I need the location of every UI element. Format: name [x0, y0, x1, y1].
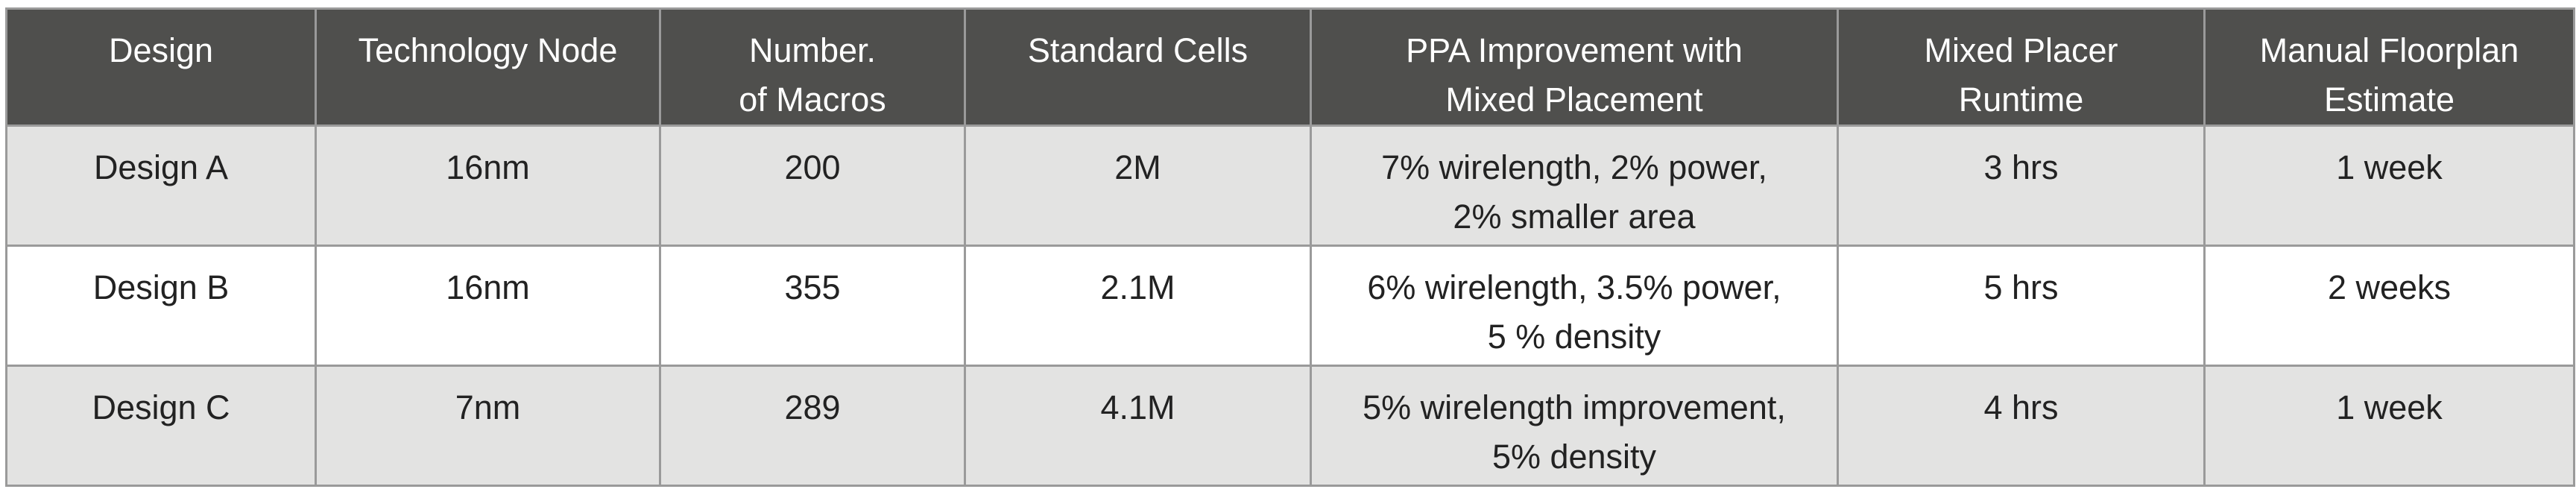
cell-standard-cells: 2.1M: [964, 245, 1312, 367]
cell-ppa-improvement: 5% wirelength improvement, 5% density: [1310, 365, 1839, 487]
cell-design: Design B: [5, 245, 317, 367]
cell-text-line: 2 weeks: [2327, 268, 2452, 306]
cell-text-line: Mixed Placement: [1445, 81, 1703, 119]
cell-text-line: 16nm: [446, 268, 530, 306]
cell-text-line: 3 hrs: [1983, 148, 2059, 186]
column-header-standard-cells: Standard Cells: [964, 7, 1312, 127]
cell-manual-floorplan-estimate: 1 week: [2203, 124, 2575, 247]
cell-technology-node: 16nm: [315, 245, 661, 367]
cell-text-line: Estimate: [2323, 81, 2455, 119]
cell-text-line: Design B: [92, 268, 230, 306]
cell-text-line: 4 hrs: [1983, 388, 2059, 426]
cell-mixed-placer-runtime: 4 hrs: [1837, 365, 2206, 487]
cell-text-line: 355: [784, 268, 841, 306]
cell-text-line: Mixed Placer: [1924, 31, 2118, 69]
cell-text-line: of Macros: [739, 81, 886, 119]
cell-text-line: Runtime: [1958, 81, 2084, 119]
column-header-design: Design: [5, 7, 317, 127]
cell-design: Design A: [5, 124, 317, 247]
cell-text-line: 5 % density: [1487, 318, 1661, 356]
cell-text-line: Design A: [93, 148, 229, 186]
column-header-manual-floorplan-estimate: Manual Floorplan Estimate: [2203, 7, 2575, 127]
cell-text-line: 200: [784, 148, 841, 186]
cell-text-line: Standard Cells: [1027, 31, 1248, 69]
cell-text-line: 5% density: [1491, 438, 1657, 476]
cell-design: Design C: [5, 365, 317, 487]
cell-text-line: 2.1M: [1100, 268, 1175, 306]
table-row: Design A 16nm 200 2M 7% wirelength, 2% power…: [5, 124, 2575, 247]
cell-text-line: 2M: [1114, 148, 1161, 186]
cell-manual-floorplan-estimate: 2 weeks: [2203, 245, 2575, 367]
table-row: Design C 7nm 289 4.1M 5% wirelength improvem…: [5, 365, 2575, 487]
cell-text-line: 2% smaller area: [1453, 198, 1696, 236]
cell-text-line: 1 week: [2336, 148, 2443, 186]
cell-text-line: Technology Node: [358, 31, 618, 69]
cell-ppa-improvement: 6% wirelength, 3.5% power, 5 % density: [1310, 245, 1839, 367]
cell-technology-node: 7nm: [315, 365, 661, 487]
cell-text-line: 7nm: [455, 388, 521, 426]
cell-text-line: 1 week: [2336, 388, 2443, 426]
column-header-number-of-macros: Number. of Macros: [659, 7, 966, 127]
cell-text-line: Design C: [92, 388, 230, 426]
cell-mixed-placer-runtime: 5 hrs: [1837, 245, 2206, 367]
cell-number-of-macros: 200: [659, 124, 966, 247]
cell-number-of-macros: 355: [659, 245, 966, 367]
cell-text-line: PPA Improvement with: [1406, 31, 1743, 69]
cell-ppa-improvement: 7% wirelength, 2% power, 2% smaller area: [1310, 124, 1839, 247]
cell-text-line: 7% wirelength, 2% power,: [1381, 148, 1767, 186]
cell-standard-cells: 2M: [964, 124, 1312, 247]
cell-technology-node: 16nm: [315, 124, 661, 247]
design-comparison-table: Design Technology Node Number. of Macros Sta…: [5, 7, 2575, 487]
cell-mixed-placer-runtime: 3 hrs: [1837, 124, 2206, 247]
cell-text-line: 5 hrs: [1983, 268, 2059, 306]
cell-text-line: Manual Floorplan: [2259, 31, 2519, 69]
cell-standard-cells: 4.1M: [964, 365, 1312, 487]
cell-manual-floorplan-estimate: 1 week: [2203, 365, 2575, 487]
cell-number-of-macros: 289: [659, 365, 966, 487]
cell-text-line: Number.: [748, 31, 877, 69]
column-header-mixed-placer-runtime: Mixed Placer Runtime: [1837, 7, 2206, 127]
column-header-technology-node: Technology Node: [315, 7, 661, 127]
column-header-ppa-improvement: PPA Improvement with Mixed Placement: [1310, 7, 1839, 127]
header-row: Design Technology Node Number. of Macros Sta…: [5, 7, 2575, 127]
cell-text-line: 289: [784, 388, 841, 426]
cell-text-line: 6% wirelength, 3.5% power,: [1367, 268, 1781, 306]
table-body: Design A 16nm 200 2M 7% wirelength, 2% power…: [5, 124, 2575, 487]
cell-text-line: Design: [108, 31, 214, 69]
cell-text-line: 4.1M: [1100, 388, 1175, 426]
table-row: Design B 16nm 355 2.1M 6% wirelength, 3.5% p…: [5, 245, 2575, 367]
cell-text-line: 16nm: [446, 148, 530, 186]
cell-text-line: 5% wirelength improvement,: [1363, 388, 1786, 426]
